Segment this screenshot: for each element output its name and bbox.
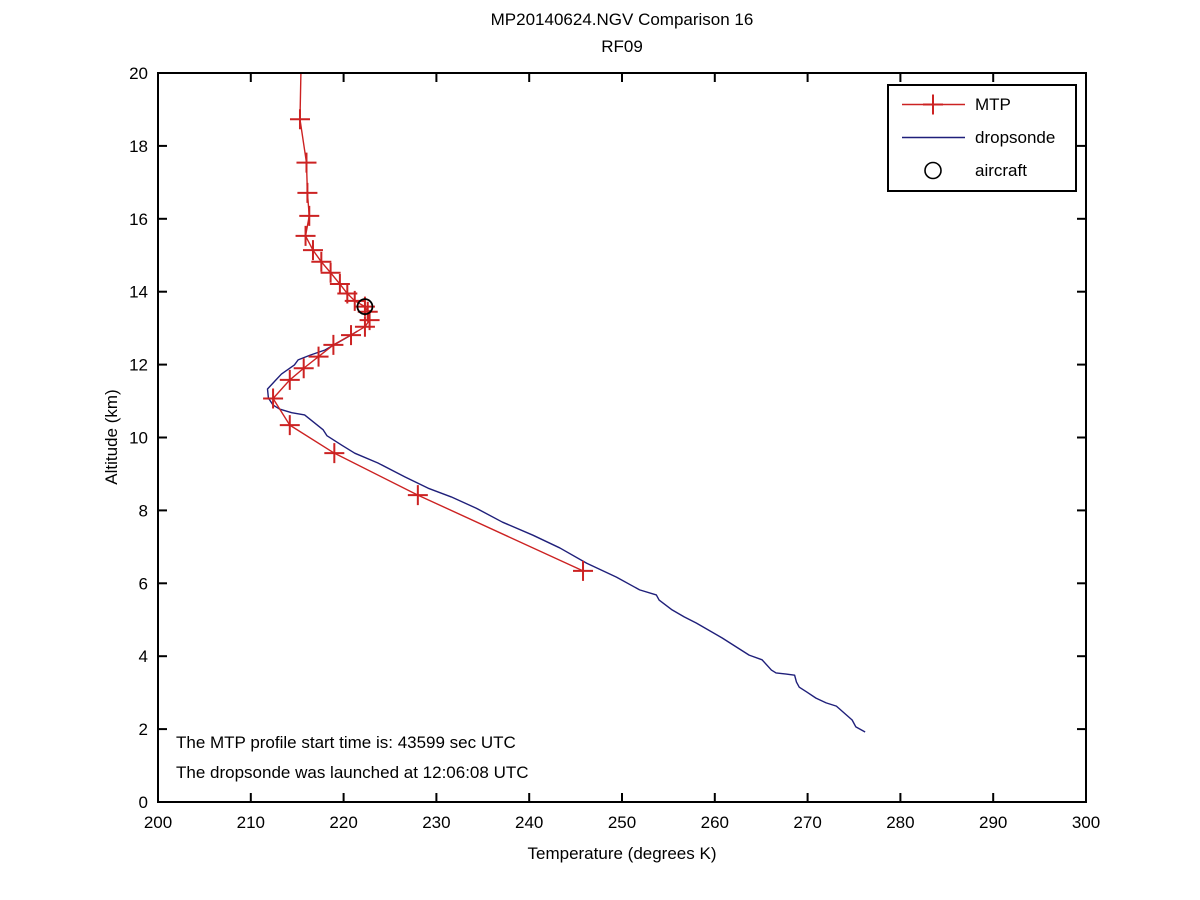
x-tick-label: 280 (886, 813, 914, 832)
mtp-plus-marker (293, 358, 314, 379)
legend: MTP dropsonde aircraft (887, 84, 1077, 192)
mtp-line-plus-icon (902, 94, 965, 115)
mtp-plus-marker (302, 240, 323, 261)
legend-label-dropsonde: dropsonde (975, 127, 1056, 147)
legend-item-aircraft: aircraft (889, 154, 1075, 187)
legend-label-mtp: MTP (975, 94, 1011, 114)
mtp-plus-marker (279, 415, 300, 436)
y-tick-label: 14 (129, 283, 148, 302)
x-tick-label: 300 (1072, 813, 1100, 832)
y-tick-label: 2 (139, 720, 148, 739)
dropsonde-series-line (266, 330, 866, 733)
x-axis-label: Temperature (degrees K) (527, 844, 717, 863)
x-tick-label: 230 (422, 813, 450, 832)
y-tick-label: 20 (129, 64, 148, 83)
y-tick-label: 8 (139, 501, 148, 520)
y-tick-label: 10 (129, 429, 148, 448)
legend-label-aircraft: aircraft (975, 160, 1027, 180)
mtp-plus-marker (354, 316, 375, 337)
aircraft-circle-icon (924, 161, 942, 180)
chart-title: MP20140624.NGV Comparison 16 (490, 10, 754, 29)
x-tick-label: 220 (329, 813, 357, 832)
y-axis-label: Altitude (km) (102, 389, 121, 485)
mtp-plus-marker (295, 225, 316, 246)
mtp-plus-marker (320, 262, 341, 283)
y-tick-label: 16 (129, 210, 148, 229)
mtp-plus-marker (311, 251, 332, 272)
mtp-plus-marker (341, 325, 362, 346)
mtp-plus-marker (308, 346, 329, 367)
x-tick-label: 210 (237, 813, 265, 832)
chart-subtitle: RF09 (601, 37, 643, 56)
mtp-plus-marker (279, 369, 300, 390)
title-block: MP20140624.NGV Comparison 16 RF09 (158, 6, 1086, 60)
y-tick-label: 18 (129, 137, 148, 156)
x-tick-label: 200 (144, 813, 172, 832)
annotation-dropsonde-launch: The dropsonde was launched at 12:06:08 U… (176, 763, 529, 782)
mtp-plus-marker (357, 301, 378, 322)
mtp-series-line (272, 72, 584, 572)
y-tick-label: 4 (139, 647, 148, 666)
mtp-plus-marker (407, 485, 428, 506)
y-tick-label: 12 (129, 356, 148, 375)
mtp-plus-marker (573, 560, 594, 581)
mtp-plus-marker (289, 109, 310, 130)
mtp-plus-marker (299, 205, 320, 226)
dropsonde-line-icon (902, 136, 965, 139)
y-tick-label: 6 (139, 574, 148, 593)
legend-item-mtp: MTP (889, 88, 1075, 121)
mtp-plus-marker (297, 182, 318, 203)
y-tick-label: 0 (139, 793, 148, 812)
mtp-plus-marker (263, 388, 284, 409)
x-tick-label: 260 (701, 813, 729, 832)
mtp-plus-marker (296, 152, 317, 173)
annotation-mtp-start-time: The MTP profile start time is: 43599 sec… (176, 733, 516, 752)
mtp-plus-marker (323, 334, 344, 355)
mtp-plus-marker (324, 443, 345, 464)
aircraft-marker (356, 298, 374, 316)
x-tick-label: 270 (793, 813, 821, 832)
x-tick-label: 240 (515, 813, 543, 832)
x-tick-label: 290 (979, 813, 1007, 832)
x-tick-label: 250 (608, 813, 636, 832)
annotation-block: The MTP profile start time is: 43599 sec… (176, 728, 529, 788)
legend-item-dropsonde: dropsonde (889, 121, 1075, 154)
